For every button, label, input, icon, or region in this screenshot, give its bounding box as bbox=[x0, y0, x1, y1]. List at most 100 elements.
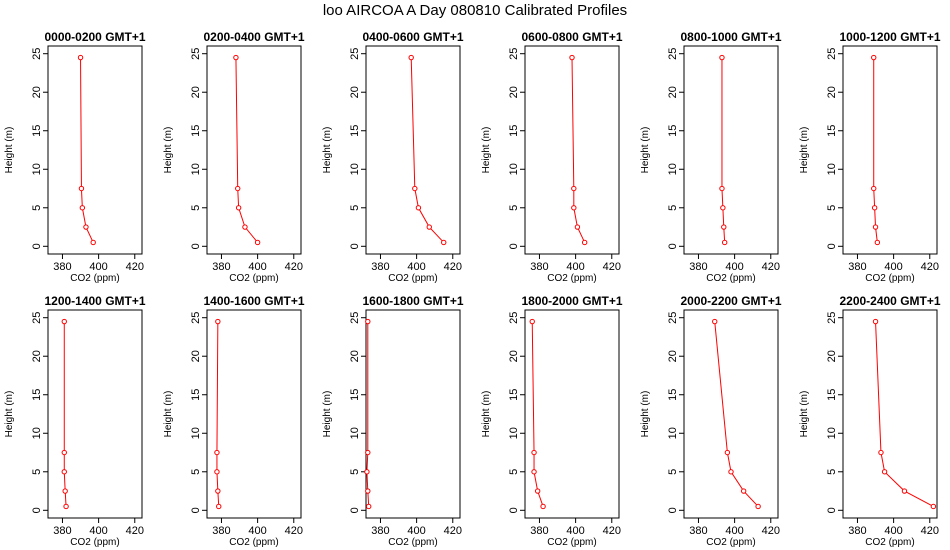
y-tick-label: 5 bbox=[31, 469, 43, 475]
y-tick-label: 20 bbox=[508, 350, 520, 362]
y-tick-label: 20 bbox=[190, 86, 202, 98]
x-axis-label: CO2 (ppm) bbox=[706, 537, 755, 548]
panel-title: 2200-2400 GMT+1 bbox=[839, 294, 940, 308]
y-axis-label: Height (m) bbox=[640, 391, 651, 438]
x-tick-label: 400 bbox=[566, 525, 584, 537]
page-title: loo AIRCOA A Day 080810 Calibrated Profi… bbox=[322, 2, 628, 19]
panel-title: 1200-1400 GMT+1 bbox=[44, 294, 145, 308]
y-tick-label: 10 bbox=[349, 163, 361, 175]
plot-frame bbox=[683, 309, 779, 519]
data-point bbox=[712, 318, 718, 325]
x-tick-label: 420 bbox=[762, 261, 780, 273]
data-point bbox=[78, 185, 85, 192]
profile-panel: 0200-0400 GMT+1 380 400 420 0 5 10 15 20 25 CO2 (p… bbox=[163, 30, 305, 284]
x-tick-label: 380 bbox=[371, 261, 389, 273]
profile-line bbox=[714, 321, 759, 507]
y-tick-label: 15 bbox=[826, 389, 838, 401]
y-tick-label: 5 bbox=[667, 469, 679, 475]
y-tick-label: 25 bbox=[31, 312, 43, 324]
profile-line bbox=[875, 321, 934, 507]
plot-frame bbox=[683, 45, 779, 255]
profile-panel: 0800-1000 GMT+1 380 400 420 0 5 10 15 20 25 CO2 (p… bbox=[640, 30, 782, 284]
y-tick-label: 5 bbox=[349, 205, 361, 211]
x-axis-label: CO2 (ppm) bbox=[706, 273, 755, 284]
y-tick-label: 0 bbox=[826, 243, 838, 249]
data-point bbox=[571, 205, 577, 211]
data-point bbox=[571, 185, 577, 192]
y-tick-label: 20 bbox=[349, 86, 361, 98]
data-point bbox=[254, 239, 261, 246]
y-tick-label: 25 bbox=[190, 48, 202, 60]
data-point bbox=[531, 449, 537, 456]
y-tick-label: 20 bbox=[667, 86, 679, 98]
x-tick-label: 380 bbox=[689, 261, 707, 273]
y-tick-label: 0 bbox=[667, 507, 679, 513]
data-point bbox=[412, 185, 418, 192]
x-tick-label: 400 bbox=[725, 525, 743, 537]
y-axis-label: Height (m) bbox=[322, 391, 333, 438]
y-axis-label: Height (m) bbox=[4, 127, 15, 174]
data-point bbox=[62, 488, 68, 494]
data-point bbox=[871, 54, 877, 61]
data-point bbox=[569, 54, 575, 61]
profile-line bbox=[366, 321, 370, 507]
panel-title: 1600-1800 GMT+1 bbox=[362, 294, 463, 308]
y-axis-label: Height (m) bbox=[481, 127, 492, 174]
data-point bbox=[872, 318, 879, 325]
x-tick-label: 420 bbox=[921, 525, 939, 537]
data-point bbox=[874, 239, 881, 246]
y-tick-label: 15 bbox=[190, 125, 202, 137]
panel-title: 0800-1000 GMT+1 bbox=[680, 30, 781, 44]
y-tick-label: 25 bbox=[826, 48, 838, 60]
x-tick-label: 400 bbox=[884, 525, 902, 537]
data-point bbox=[83, 224, 89, 230]
data-point bbox=[61, 469, 67, 475]
data-point bbox=[214, 469, 220, 475]
data-point bbox=[366, 503, 372, 510]
y-tick-label: 0 bbox=[508, 507, 520, 513]
x-tick-label: 380 bbox=[848, 525, 866, 537]
x-tick-label: 420 bbox=[603, 525, 621, 537]
data-point bbox=[720, 205, 726, 211]
y-tick-label: 25 bbox=[31, 48, 43, 60]
data-point bbox=[235, 185, 241, 192]
plot-frame bbox=[47, 309, 143, 519]
plot-frame bbox=[206, 309, 302, 519]
data-point bbox=[721, 224, 727, 230]
profile-line bbox=[63, 321, 67, 507]
data-point bbox=[61, 318, 67, 325]
profile-panel: 2000-2200 GMT+1 380 400 420 0 5 10 15 20 25 CO2 (p… bbox=[640, 294, 782, 548]
y-tick-label: 10 bbox=[826, 163, 838, 175]
y-axis-label: Height (m) bbox=[481, 391, 492, 438]
y-tick-label: 20 bbox=[190, 350, 202, 362]
data-point bbox=[79, 205, 86, 211]
data-point bbox=[63, 503, 69, 510]
y-tick-label: 15 bbox=[349, 125, 361, 137]
data-point bbox=[755, 503, 761, 510]
y-tick-label: 5 bbox=[508, 205, 520, 211]
y-axis-label: Height (m) bbox=[4, 391, 15, 438]
data-point bbox=[878, 449, 884, 456]
x-tick-label: 400 bbox=[407, 525, 425, 537]
y-tick-label: 25 bbox=[667, 312, 679, 324]
data-point bbox=[721, 239, 728, 246]
profile-panel: 0600-0800 GMT+1 380 400 420 0 5 10 15 20 25 CO2 (p… bbox=[481, 30, 623, 284]
panel-title: 1400-1600 GMT+1 bbox=[203, 294, 304, 308]
panel-title: 0200-0400 GMT+1 bbox=[203, 30, 304, 44]
y-tick-label: 10 bbox=[349, 427, 361, 439]
data-point bbox=[871, 205, 878, 211]
data-point bbox=[215, 318, 221, 325]
y-axis-label: Height (m) bbox=[163, 127, 174, 174]
x-axis-label: CO2 (ppm) bbox=[547, 537, 596, 548]
y-axis-label: Height (m) bbox=[322, 127, 333, 174]
x-tick-label: 400 bbox=[407, 261, 425, 273]
y-tick-label: 10 bbox=[508, 163, 520, 175]
profile-line bbox=[216, 321, 220, 507]
y-tick-label: 5 bbox=[508, 469, 520, 475]
y-axis-label: Height (m) bbox=[640, 127, 651, 174]
profile-line bbox=[235, 57, 259, 243]
y-tick-label: 15 bbox=[826, 125, 838, 137]
data-point bbox=[719, 54, 725, 61]
plot-frame bbox=[206, 45, 302, 255]
